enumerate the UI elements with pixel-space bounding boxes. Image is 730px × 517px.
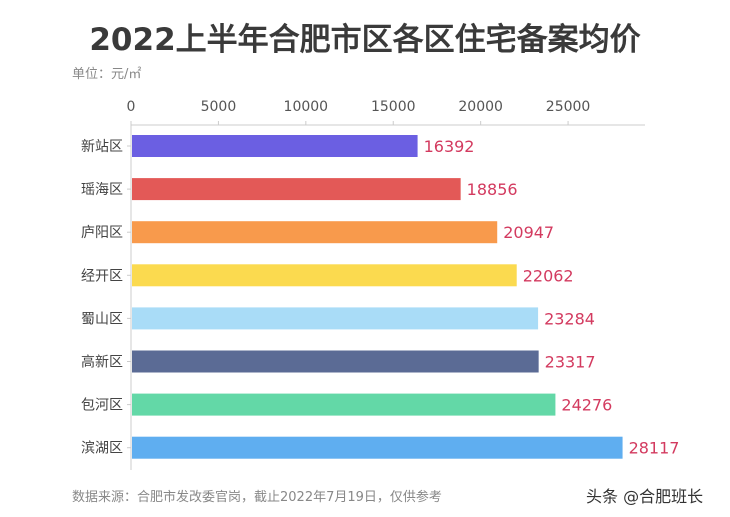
category-label: 滨湖区	[81, 441, 123, 457]
category-label: 包河区	[81, 398, 123, 414]
category-label: 经开区	[81, 268, 123, 284]
value-label: 22062	[523, 266, 574, 285]
bar	[132, 393, 556, 416]
category-label: 高新区	[81, 354, 123, 371]
bar	[132, 264, 517, 287]
value-label: 18856	[467, 180, 518, 199]
x-tick-label: 10000	[284, 99, 329, 115]
value-label: 23284	[544, 309, 595, 328]
value-label: 23317	[545, 353, 596, 372]
bar	[132, 221, 498, 244]
value-label: 20947	[503, 223, 554, 242]
bar	[132, 135, 418, 157]
chart-title: 2022上半年合肥市区各区住宅备案均价	[89, 22, 641, 58]
x-tick-label: 20000	[458, 99, 503, 115]
value-label: 16392	[424, 137, 475, 156]
category-label: 瑶海区	[81, 182, 123, 198]
value-label: 24276	[561, 396, 612, 415]
category-label: 蜀山区	[81, 311, 123, 327]
watermark: 头条 @合肥班长	[586, 487, 704, 506]
category-label: 庐阳区	[81, 225, 123, 241]
bar	[132, 350, 539, 373]
x-tick-label: 25000	[546, 99, 591, 115]
x-tick-label: 15000	[371, 99, 416, 115]
x-tick-label: 0	[127, 99, 136, 115]
value-label: 28117	[629, 439, 680, 458]
unit-label: 单位：元/㎡	[72, 67, 142, 82]
bar	[132, 307, 539, 330]
data-source-note: 数据来源：合肥市发改委官岗，截止2022年7月19日，仅供参考	[72, 490, 442, 505]
bar	[132, 178, 461, 201]
x-tick-label: 5000	[201, 99, 237, 115]
category-label: 新站区	[81, 139, 123, 155]
bar	[132, 436, 623, 459]
